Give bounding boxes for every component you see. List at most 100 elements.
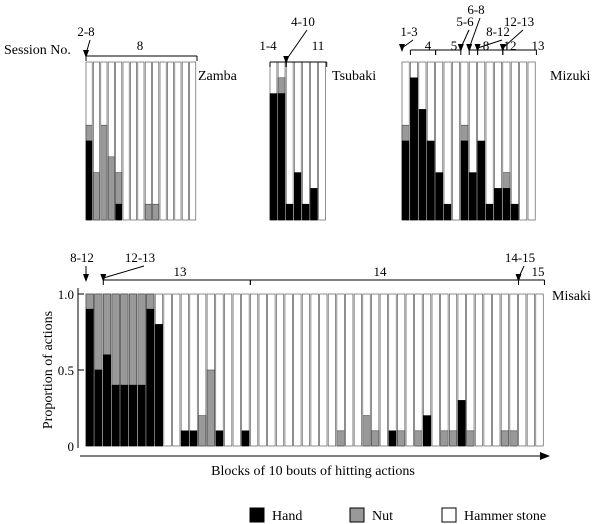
bar-hand-zamba-0 xyxy=(85,140,93,221)
bar-stone-mizuki-14 xyxy=(519,61,528,221)
bar-stone-misaki-33 xyxy=(371,293,380,447)
bar-hand-misaki-12 xyxy=(189,430,198,447)
session-arrow-head-mizuki-6 xyxy=(474,44,481,52)
bar-stone-misaki-10 xyxy=(172,293,181,447)
bar-hand-misaki-35 xyxy=(388,430,397,447)
session-arrow-misaki-1 xyxy=(103,265,145,279)
bar-hand-tsubaki-5 xyxy=(310,188,318,221)
bar-stone-misaki-46 xyxy=(483,293,492,447)
bar-nut-misaki-38 xyxy=(414,430,423,447)
bar-hand-mizuki-11 xyxy=(494,188,502,221)
bar-nut-misaki-7 xyxy=(146,293,155,310)
bar-nut-misaki-49 xyxy=(509,430,518,447)
session-label-mizuki-8: 12-13 xyxy=(504,14,534,29)
bar-stone-misaki-19 xyxy=(250,293,259,447)
legend-label-nut: Nut xyxy=(372,509,393,524)
x-axis-arrow-head xyxy=(540,452,550,460)
bar-stone-zamba-12 xyxy=(174,61,182,221)
bar-nut-zamba-8 xyxy=(144,203,152,221)
bar-nut-zamba-4 xyxy=(115,172,123,205)
bar-hand-mizuki-1 xyxy=(410,77,418,221)
panel-zamba: Zamba 2-8 8 xyxy=(77,24,238,221)
bar-stone-misaki-11 xyxy=(180,293,189,447)
y-axis-label: Proportion of actions xyxy=(41,311,56,429)
bar-nut-zamba-1 xyxy=(93,172,100,221)
bar-stone-misaki-50 xyxy=(518,293,527,447)
bar-nut-misaki-41 xyxy=(440,430,449,447)
session-arrow-head-mizuki-0 xyxy=(399,44,405,52)
bar-stone-misaki-24 xyxy=(293,293,302,447)
bar-hand-misaki-0 xyxy=(85,308,94,447)
bar-stone-misaki-9 xyxy=(163,293,172,447)
session-arrow-head-misaki-1 xyxy=(100,274,107,282)
session-label-misaki-0: 8-12 xyxy=(70,250,94,265)
bar-stone-misaki-23 xyxy=(284,293,293,447)
bar-stone-misaki-38 xyxy=(414,293,423,447)
bar-hand-misaki-5 xyxy=(128,384,137,447)
bar-stone-misaki-45 xyxy=(474,293,483,447)
bar-nut-misaki-36 xyxy=(397,430,406,447)
session-label-mizuki-9: 13 xyxy=(532,38,545,53)
bar-hand-tsubaki-4 xyxy=(302,203,310,221)
bar-stone-misaki-51 xyxy=(526,293,535,447)
legend-swatch-nut xyxy=(349,507,365,523)
bar-hand-mizuki-8 xyxy=(468,172,477,221)
bar-stone-zamba-10 xyxy=(159,61,167,221)
session-label-mizuki-3: 5-6 xyxy=(456,14,474,29)
session-label-tsubaki-1: 4-10 xyxy=(291,14,315,29)
bar-nut-zamba-9 xyxy=(152,203,160,221)
bar-nut-misaki-3 xyxy=(111,293,120,386)
session-label-misaki-2: 13 xyxy=(174,264,187,279)
bar-hand-mizuki-0 xyxy=(401,140,410,221)
legend-label-hammer-stone: Hammer stone xyxy=(464,509,546,524)
bar-stone-misaki-12 xyxy=(189,293,198,447)
bar-stone-misaki-15 xyxy=(215,293,224,447)
bar-nut-misaki-6 xyxy=(137,293,146,386)
bar-hand-tsubaki-2 xyxy=(285,203,294,221)
legend-swatch-hand xyxy=(249,507,265,523)
session-label: Session No. xyxy=(4,43,71,58)
bar-hand-misaki-3 xyxy=(111,384,120,447)
bar-nut-misaki-32 xyxy=(362,415,371,447)
bar-stone-zamba-8 xyxy=(144,61,152,221)
session-arrow-head-tsubaki-1 xyxy=(283,56,290,64)
bar-nut-mizuki-12 xyxy=(502,172,511,189)
bar-hand-misaki-1 xyxy=(94,369,103,447)
bar-stone-zamba-9 xyxy=(152,61,160,221)
bar-stone-misaki-28 xyxy=(327,293,336,447)
legend-label-hand: Hand xyxy=(272,509,302,524)
bar-hand-tsubaki-3 xyxy=(293,172,302,221)
bar-nut-zamba-0 xyxy=(85,124,93,142)
bar-stone-zamba-13 xyxy=(181,61,189,221)
session-arrow-tsubaki-1 xyxy=(285,29,308,61)
bar-hand-misaki-8 xyxy=(154,324,163,447)
y-tick-label-05: 0.5 xyxy=(58,363,74,378)
bar-nut-misaki-48 xyxy=(500,430,509,447)
panel-tsubaki: Tsubaki 1-4 4-10 11 xyxy=(259,14,376,221)
session-label-tsubaki-0: 1-4 xyxy=(259,38,277,53)
bar-nut-mizuki-7 xyxy=(460,124,469,142)
bar-stone-zamba-6 xyxy=(130,61,137,221)
bar-hand-mizuki-12 xyxy=(502,188,511,221)
bar-stone-zamba-5 xyxy=(122,61,130,221)
x-axis-label: Blocks of 10 bouts of hitting actions xyxy=(211,464,415,479)
session-label-mizuki-0: 1-3 xyxy=(400,24,417,39)
session-arrow-mizuki-8 xyxy=(502,29,524,49)
session-label-misaki-1: 12-13 xyxy=(125,250,155,265)
bar-nut-misaki-0 xyxy=(85,293,94,310)
bar-stone-tsubaki-6 xyxy=(318,61,326,221)
session-arrow-mizuki-6 xyxy=(477,39,503,49)
y-tick-label-1: 1.0 xyxy=(58,287,74,302)
bar-nut-misaki-13 xyxy=(198,415,207,447)
session-arrow-head-mizuki-3 xyxy=(457,44,464,52)
bar-hand-misaki-7 xyxy=(146,308,155,447)
bar-stone-misaki-41 xyxy=(440,293,449,447)
bar-stone-tsubaki-4 xyxy=(302,61,310,221)
bar-hand-misaki-6 xyxy=(137,384,146,447)
bar-nut-misaki-2 xyxy=(103,293,112,356)
bar-hand-misaki-2 xyxy=(103,354,112,447)
bar-stone-misaki-35 xyxy=(388,293,397,447)
subject-label-mizuki: Mizuki xyxy=(550,69,591,84)
